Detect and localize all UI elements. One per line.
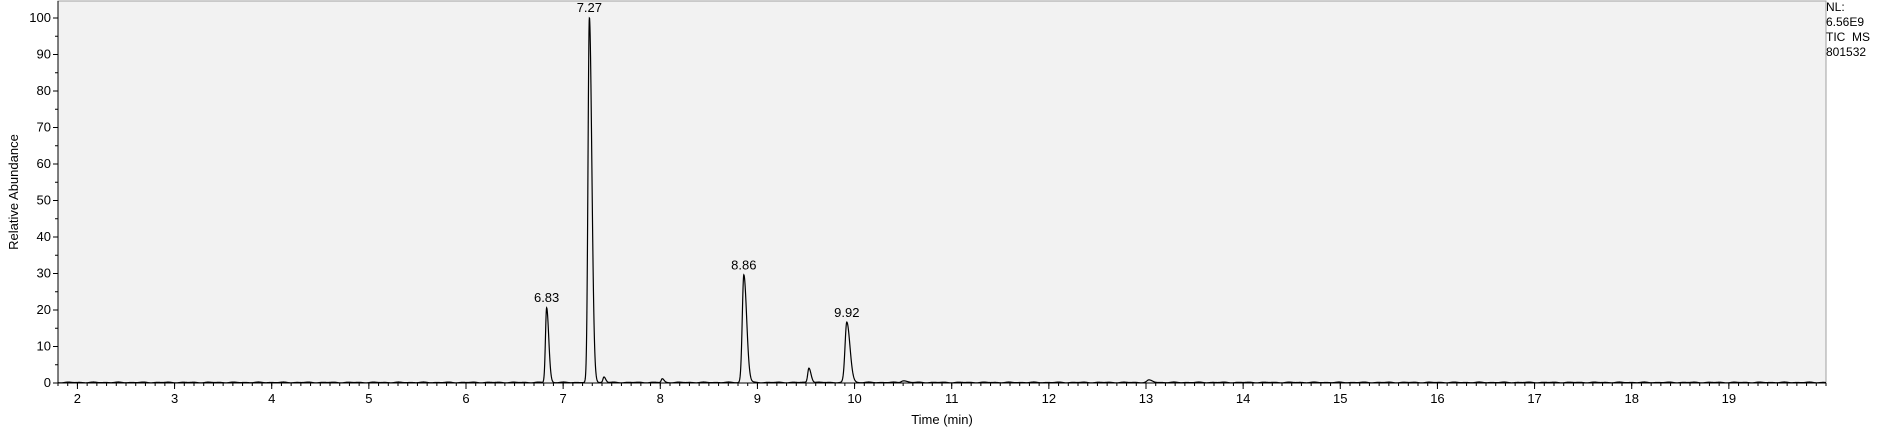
x-tick-label: 2	[74, 391, 81, 406]
x-tick-label: 3	[171, 391, 178, 406]
x-axis-label: Time (min)	[911, 412, 973, 427]
x-tick-label: 11	[945, 391, 959, 406]
x-tick-label: 14	[1236, 391, 1250, 406]
nl-value: 6.56E9	[1826, 15, 1865, 29]
peak-label: 8.86	[731, 257, 756, 272]
trace-label: TIC MS	[1826, 30, 1870, 44]
info-panel: NL: 6.56E9 TIC MS 801532	[1826, 0, 1870, 60]
peak-label: 6.83	[534, 290, 559, 305]
peak-label: 9.92	[834, 305, 859, 320]
peak-label: 7.27	[577, 0, 602, 15]
plot-area	[57, 0, 1827, 384]
x-tick-label: 17	[1527, 391, 1541, 406]
x-tick-label: 9	[754, 391, 761, 406]
x-tick-label: 10	[847, 391, 861, 406]
x-tick-label: 6	[462, 391, 469, 406]
y-tick-label: 50	[37, 193, 51, 208]
x-tick-label: 18	[1624, 391, 1638, 406]
x-tick-label: 19	[1722, 391, 1736, 406]
y-tick-label: 30	[37, 266, 51, 281]
y-tick-label: 100	[29, 10, 51, 25]
y-tick-label: 0	[44, 375, 51, 390]
x-tick-label: 16	[1430, 391, 1444, 406]
y-tick-label: 40	[37, 229, 51, 244]
x-tick-label: 8	[657, 391, 664, 406]
y-tick-label: 90	[37, 47, 51, 62]
x-tick-label: 12	[1042, 391, 1056, 406]
y-tick-label: 20	[37, 302, 51, 317]
y-tick-label: 70	[37, 120, 51, 135]
sample-label: 801532	[1826, 45, 1867, 59]
x-tick-label: 7	[560, 391, 567, 406]
y-tick-label: 60	[37, 156, 51, 171]
y-tick-label: 10	[37, 339, 51, 354]
x-tick-label: 15	[1333, 391, 1347, 406]
y-tick-label: 80	[37, 83, 51, 98]
x-tick-label: 5	[365, 391, 372, 406]
nl-label: NL:	[1826, 0, 1845, 14]
tic-trace	[57, 16, 1827, 384]
y-axis-label: Relative Abundance	[6, 134, 21, 250]
x-tick-label: 13	[1139, 391, 1153, 406]
x-tick-label: 4	[268, 391, 275, 406]
